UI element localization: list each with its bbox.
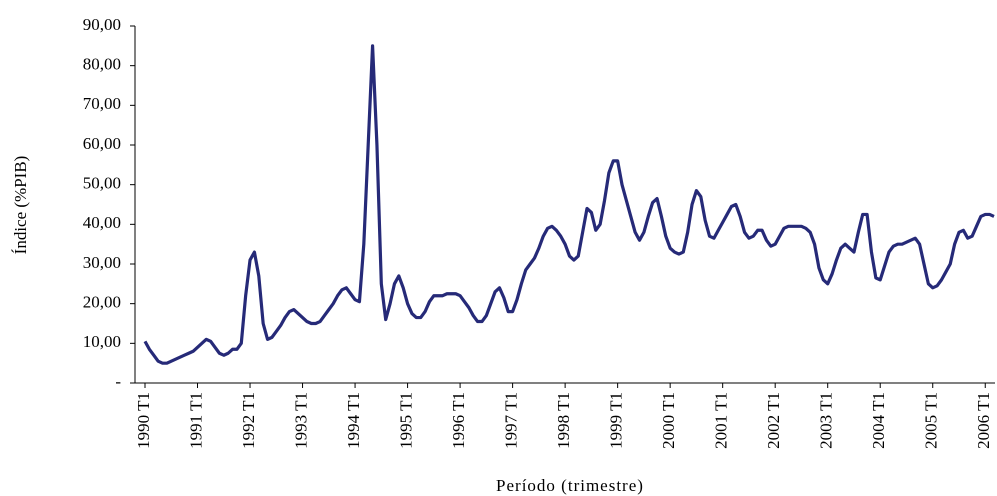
y-tick-label: - (115, 372, 121, 391)
x-tick-label: 2002 T1 (764, 392, 783, 449)
y-tick-label: 10,00 (83, 332, 121, 351)
x-tick-label: 2006 T1 (974, 392, 993, 449)
x-tick-label: 1996 T1 (449, 392, 468, 449)
x-tick-label: 2003 T1 (817, 392, 836, 449)
y-tick-label: 30,00 (83, 253, 121, 272)
y-axis-title: Índice (%PIB) (11, 156, 30, 255)
x-tick-label: 2001 T1 (712, 392, 731, 449)
x-tick-label: 1991 T1 (186, 392, 205, 449)
x-tick-label: 1998 T1 (554, 392, 573, 449)
y-tick-label: 20,00 (83, 293, 121, 312)
y-tick-label: 90,00 (83, 15, 121, 34)
y-tick-label: 70,00 (83, 94, 121, 113)
x-tick-label: 2005 T1 (922, 392, 941, 449)
y-tick-label: 80,00 (83, 55, 121, 74)
x-tick-label: 1999 T1 (607, 392, 626, 449)
x-tick-label: 1990 T1 (134, 392, 153, 449)
y-tick-label: 50,00 (83, 174, 121, 193)
x-tick-label: 1994 T1 (344, 392, 363, 449)
x-tick-label: 1992 T1 (239, 392, 258, 449)
x-axis-title: Período (trimestre) (496, 476, 644, 495)
x-tick-label: 1993 T1 (291, 392, 310, 449)
x-tick-label: 2004 T1 (869, 392, 888, 449)
y-tick-label: 60,00 (83, 134, 121, 153)
y-tick-label: 40,00 (83, 213, 121, 232)
x-tick-label: 1995 T1 (396, 392, 415, 449)
x-tick-label: 1997 T1 (502, 392, 521, 449)
x-tick-label: 2000 T1 (659, 392, 678, 449)
data-line (143, 44, 995, 365)
